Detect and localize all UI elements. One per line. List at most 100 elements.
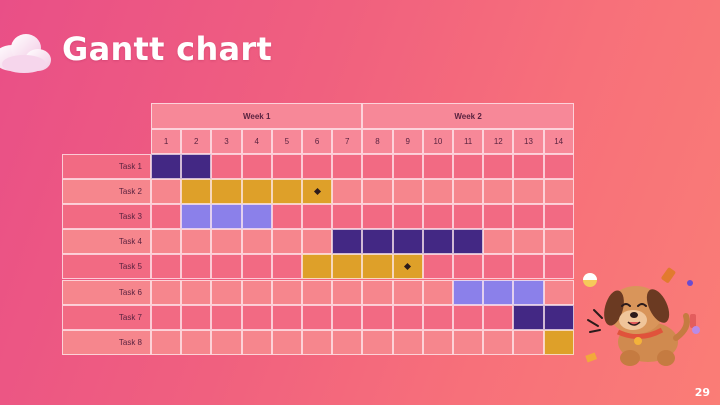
grid-cell — [211, 229, 242, 255]
grid-cell — [513, 329, 544, 355]
task-bar-segment — [302, 179, 333, 205]
grid-cell — [181, 254, 212, 280]
grid-cell — [332, 179, 363, 205]
grid-cell — [422, 154, 453, 180]
task-label: Task 7 — [62, 304, 151, 330]
task-bar-segment — [211, 204, 242, 230]
grid-cell — [151, 179, 182, 205]
grid-cell — [543, 254, 574, 280]
day-header: 2 — [181, 129, 212, 154]
day-header: 9 — [392, 129, 423, 154]
grid-cell — [302, 229, 333, 255]
grid-cell — [271, 304, 302, 330]
grid-cell — [422, 204, 453, 230]
grid-cell — [332, 279, 363, 305]
grid-cell — [181, 304, 212, 330]
task-bar-segment — [302, 254, 333, 280]
grid-cell — [271, 154, 302, 180]
grid-cell — [513, 254, 544, 280]
task-bar-segment — [181, 179, 212, 205]
day-header: 11 — [453, 129, 484, 154]
dog-illustration — [583, 267, 700, 366]
day-header: 4 — [241, 129, 272, 154]
task-label: Task 3 — [62, 204, 151, 230]
grid-cell — [392, 329, 423, 355]
grid-cell — [483, 229, 514, 255]
week-header: Week 2 — [362, 103, 574, 129]
grid-cell — [422, 179, 453, 205]
grid-cell — [211, 154, 242, 180]
grid-cell — [332, 204, 363, 230]
task-bar-segment — [241, 179, 272, 205]
task-bar-segment — [151, 154, 182, 180]
grid-cell — [422, 254, 453, 280]
task-label: Task 6 — [62, 279, 151, 305]
grid-cell — [332, 304, 363, 330]
grid-cell — [271, 254, 302, 280]
grid-cell — [422, 279, 453, 305]
grid-cell — [362, 179, 393, 205]
task-label: Task 5 — [62, 254, 151, 280]
grid-cell — [271, 229, 302, 255]
task-bar-segment — [392, 254, 423, 280]
day-header: 12 — [483, 129, 514, 154]
grid-cell — [181, 279, 212, 305]
grid-cell — [211, 304, 242, 330]
grid-cell — [483, 329, 514, 355]
grid-cell — [362, 279, 393, 305]
grid-cell — [543, 204, 574, 230]
grid-cell — [543, 179, 574, 205]
grid-cell — [271, 204, 302, 230]
grid-cell — [513, 154, 544, 180]
grid-cell — [241, 154, 272, 180]
grid-cell — [271, 329, 302, 355]
task-bar-segment — [422, 229, 453, 255]
grid-cell — [181, 229, 212, 255]
task-bar-segment — [241, 204, 272, 230]
day-header: 1 — [151, 129, 182, 154]
task-bar-segment — [362, 229, 393, 255]
task-bar-segment — [332, 254, 363, 280]
task-bar-segment — [392, 229, 423, 255]
page-number: 29 — [694, 386, 710, 399]
grid-cell — [151, 329, 182, 355]
task-bar-segment — [543, 304, 574, 330]
day-header: 8 — [362, 129, 393, 154]
task-label: Task 8 — [62, 329, 151, 355]
task-bar-segment — [332, 229, 363, 255]
grid-cell — [362, 304, 393, 330]
grid-cell — [392, 179, 423, 205]
grid-cell — [453, 204, 484, 230]
grid-cell — [241, 329, 272, 355]
task-bar-segment — [513, 279, 544, 305]
page-title: Gantt chart — [62, 30, 273, 68]
grid-cell — [453, 179, 484, 205]
grid-cell — [483, 179, 514, 205]
grid-cell — [453, 304, 484, 330]
grid-cell — [453, 154, 484, 180]
task-bar-segment — [513, 304, 544, 330]
day-header: 5 — [271, 129, 302, 154]
task-bar-segment — [181, 204, 212, 230]
grid-cell — [513, 204, 544, 230]
grid-cell — [483, 204, 514, 230]
grid-cell — [483, 304, 514, 330]
grid-cell — [483, 254, 514, 280]
cloud-icon — [0, 34, 51, 73]
grid-cell — [392, 204, 423, 230]
grid-cell — [211, 254, 242, 280]
grid-cell — [422, 304, 453, 330]
day-header: 6 — [302, 129, 333, 154]
grid-cell — [362, 329, 393, 355]
task-bar-segment — [453, 229, 484, 255]
grid-cell — [181, 329, 212, 355]
grid-cell — [513, 229, 544, 255]
milestone-marker — [404, 263, 412, 271]
task-label: Task 2 — [62, 179, 151, 205]
grid-cell — [392, 304, 423, 330]
grid-cell — [241, 279, 272, 305]
grid-cell — [362, 204, 393, 230]
day-header: 14 — [543, 129, 574, 154]
grid-cell — [151, 304, 182, 330]
